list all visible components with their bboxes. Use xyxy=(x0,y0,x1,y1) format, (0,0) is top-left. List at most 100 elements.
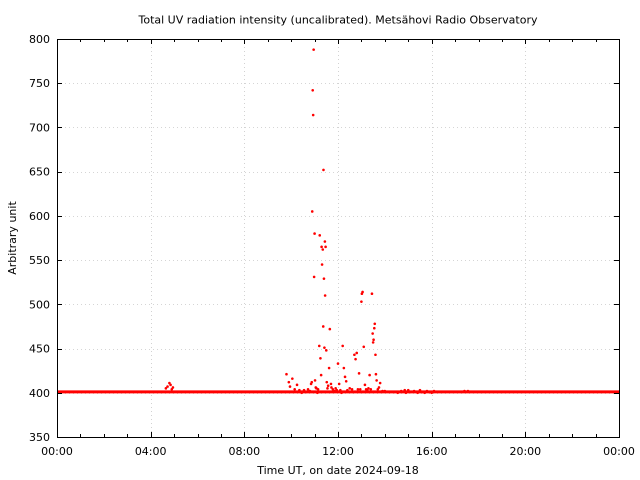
data-point xyxy=(383,389,387,393)
data-point xyxy=(388,390,391,394)
data-point xyxy=(357,372,361,375)
y-tick-label: 400 xyxy=(29,387,50,400)
data-point xyxy=(404,391,408,395)
x-tick-label: 00:00 xyxy=(41,445,73,458)
y-tick-label: 600 xyxy=(29,210,50,223)
data-point xyxy=(328,327,332,331)
data-point xyxy=(370,292,374,296)
y-tick-label: 700 xyxy=(29,121,50,134)
data-point xyxy=(374,372,378,376)
data-point xyxy=(298,388,301,392)
data-point xyxy=(377,386,381,389)
data-point xyxy=(340,391,343,395)
data-point xyxy=(396,391,400,395)
data-point xyxy=(295,383,299,387)
data-point xyxy=(302,388,306,392)
data-point xyxy=(351,390,355,394)
data-point xyxy=(363,383,367,387)
data-point xyxy=(378,381,382,385)
data-point xyxy=(310,380,314,384)
data-point xyxy=(372,338,375,342)
data-point xyxy=(381,389,384,393)
data-point xyxy=(371,332,374,335)
data-point xyxy=(331,387,335,391)
data-points xyxy=(164,48,470,395)
x-axis-label: Time UT, on date 2024-09-18 xyxy=(256,464,419,477)
data-point xyxy=(312,275,316,279)
x-tick-labels: 00:00 04:00 08:00 12:00 16:00 20:00 00:00 xyxy=(41,445,635,458)
data-point xyxy=(308,389,312,393)
data-point xyxy=(337,382,341,386)
data-point xyxy=(300,391,304,395)
data-point xyxy=(354,357,357,361)
data-point xyxy=(327,366,331,370)
data-point xyxy=(330,386,333,389)
data-point xyxy=(171,386,175,389)
data-point xyxy=(324,349,328,352)
y-tick-label: 350 xyxy=(29,431,50,444)
data-point xyxy=(373,322,377,326)
data-point xyxy=(371,341,375,344)
data-point xyxy=(335,388,339,392)
axis-ticks xyxy=(57,39,620,438)
data-point xyxy=(319,356,322,360)
data-point xyxy=(322,277,326,280)
y-axis-label: Arbitrary unit xyxy=(6,201,19,275)
data-point xyxy=(311,88,315,92)
data-point xyxy=(409,390,412,394)
data-point xyxy=(362,345,366,349)
y-tick-label: 800 xyxy=(29,33,50,46)
data-point xyxy=(421,390,424,394)
data-point xyxy=(326,387,329,390)
data-point xyxy=(348,387,352,390)
data-point xyxy=(428,390,431,394)
data-point xyxy=(406,388,410,392)
data-point xyxy=(403,388,407,392)
data-point xyxy=(367,387,370,390)
data-point xyxy=(325,380,329,384)
data-point xyxy=(372,326,376,330)
data-point xyxy=(313,379,317,382)
data-point xyxy=(293,387,296,391)
data-point xyxy=(463,389,466,393)
data-point xyxy=(432,389,436,393)
data-point xyxy=(344,379,348,383)
data-point xyxy=(425,389,429,393)
data-point xyxy=(392,390,396,394)
data-point xyxy=(342,366,346,370)
x-tick-label: 16:00 xyxy=(416,445,448,458)
data-point xyxy=(346,388,349,392)
data-point xyxy=(285,372,288,376)
data-point xyxy=(374,353,377,357)
data-point xyxy=(320,263,324,266)
data-point xyxy=(310,210,314,213)
data-point xyxy=(343,375,347,379)
data-point xyxy=(399,389,403,393)
data-point xyxy=(336,362,340,365)
x-tick-label: 04:00 xyxy=(135,445,167,458)
data-point xyxy=(423,391,426,395)
data-point xyxy=(361,290,364,294)
y-tick-label: 550 xyxy=(29,254,50,267)
data-point xyxy=(323,240,327,243)
chart-title: Total UV radiation intensity (uncalibrat… xyxy=(138,14,538,27)
x-tick-label: 12:00 xyxy=(322,445,354,458)
grid-lines xyxy=(57,39,619,437)
data-point xyxy=(339,388,342,392)
y-tick-labels: 350 400 450 500 550 600 650 700 750 800 xyxy=(29,33,50,444)
data-point xyxy=(316,391,319,395)
y-tick-label: 650 xyxy=(29,166,50,179)
data-point xyxy=(306,387,310,391)
data-point xyxy=(321,325,325,328)
data-point xyxy=(288,385,292,388)
data-point xyxy=(320,245,323,249)
data-point xyxy=(329,382,333,386)
data-point xyxy=(311,113,315,117)
data-point xyxy=(360,300,363,303)
data-point xyxy=(368,373,371,377)
data-point xyxy=(375,379,378,382)
data-point xyxy=(353,353,356,357)
y-tick-label: 450 xyxy=(29,343,50,356)
x-tick-label: 08:00 xyxy=(228,445,260,458)
